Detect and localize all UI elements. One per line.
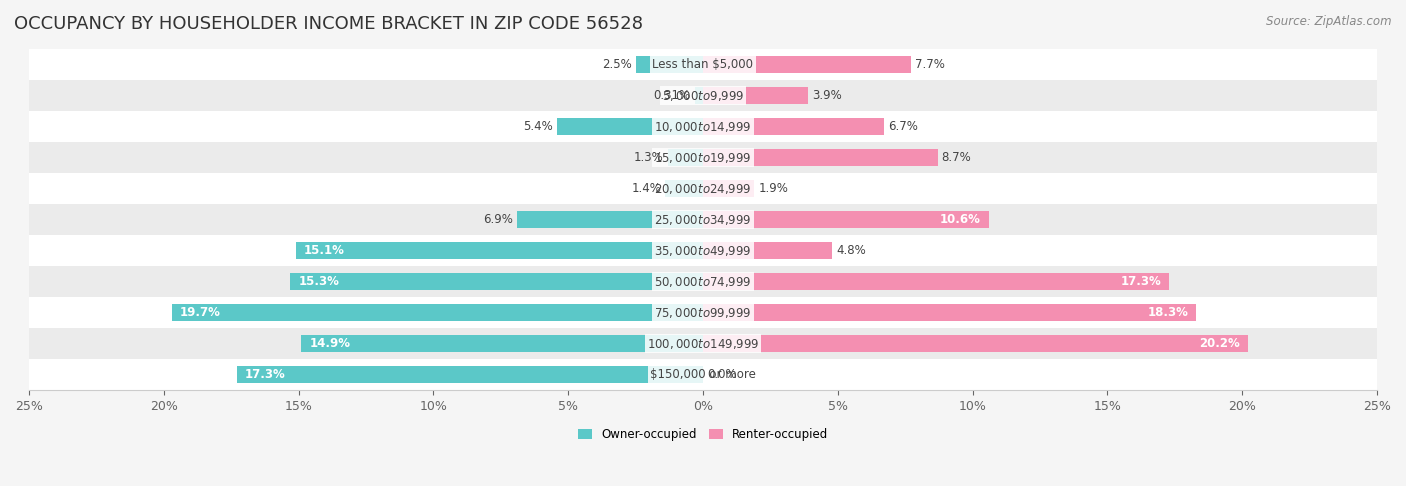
Text: 3.9%: 3.9% [813,89,842,102]
Bar [30,297,1376,328]
Bar [291,273,703,290]
Text: 17.3%: 17.3% [245,368,285,381]
Text: 4.8%: 4.8% [837,244,866,257]
Text: $50,000 to $74,999: $50,000 to $74,999 [654,275,752,289]
Bar [30,173,1376,204]
Bar [695,87,703,104]
Text: $75,000 to $99,999: $75,000 to $99,999 [654,306,752,320]
Text: 17.3%: 17.3% [1121,275,1161,288]
Text: $5,000 to $9,999: $5,000 to $9,999 [662,88,744,103]
Bar [301,335,703,352]
Bar [703,149,938,166]
Text: 6.9%: 6.9% [484,213,513,226]
Bar [30,359,1376,390]
Bar [172,304,703,321]
Text: OCCUPANCY BY HOUSEHOLDER INCOME BRACKET IN ZIP CODE 56528: OCCUPANCY BY HOUSEHOLDER INCOME BRACKET … [14,15,643,33]
Text: 19.7%: 19.7% [180,306,221,319]
Bar [703,87,808,104]
Bar [30,111,1376,142]
Text: $100,000 to $149,999: $100,000 to $149,999 [647,337,759,350]
Text: Less than $5,000: Less than $5,000 [652,58,754,71]
Bar [703,180,754,197]
Legend: Owner-occupied, Renter-occupied: Owner-occupied, Renter-occupied [572,423,834,446]
Bar [30,142,1376,173]
Bar [517,211,703,228]
Bar [703,335,1247,352]
Bar [668,149,703,166]
Bar [703,242,832,259]
Text: 1.4%: 1.4% [631,182,661,195]
Text: 14.9%: 14.9% [309,337,350,350]
Bar [30,235,1376,266]
Text: 10.6%: 10.6% [939,213,981,226]
Bar [30,328,1376,359]
Bar [703,211,988,228]
Text: $35,000 to $49,999: $35,000 to $49,999 [654,243,752,258]
Text: 20.2%: 20.2% [1199,337,1240,350]
Text: $20,000 to $24,999: $20,000 to $24,999 [654,182,752,195]
Text: 1.9%: 1.9% [758,182,789,195]
Text: $150,000 or more: $150,000 or more [650,368,756,381]
Bar [30,49,1376,80]
Bar [703,118,883,135]
Text: 7.7%: 7.7% [915,58,945,71]
Bar [236,366,703,383]
Bar [30,266,1376,297]
Text: 6.7%: 6.7% [887,120,918,133]
Text: 18.3%: 18.3% [1147,306,1188,319]
Text: $25,000 to $34,999: $25,000 to $34,999 [654,212,752,226]
Bar [295,242,703,259]
Text: 15.1%: 15.1% [304,244,344,257]
Bar [703,273,1170,290]
Text: 1.3%: 1.3% [634,151,664,164]
Text: 2.5%: 2.5% [602,58,631,71]
Bar [30,80,1376,111]
Bar [703,304,1197,321]
Text: 5.4%: 5.4% [523,120,554,133]
Text: $10,000 to $14,999: $10,000 to $14,999 [654,120,752,134]
Text: 0.0%: 0.0% [707,368,737,381]
Bar [665,180,703,197]
Text: 15.3%: 15.3% [298,275,339,288]
Bar [703,56,911,73]
Text: Source: ZipAtlas.com: Source: ZipAtlas.com [1267,15,1392,28]
Text: $15,000 to $19,999: $15,000 to $19,999 [654,151,752,165]
Bar [636,56,703,73]
Text: 0.31%: 0.31% [654,89,690,102]
Bar [557,118,703,135]
Text: 8.7%: 8.7% [942,151,972,164]
Bar [30,204,1376,235]
